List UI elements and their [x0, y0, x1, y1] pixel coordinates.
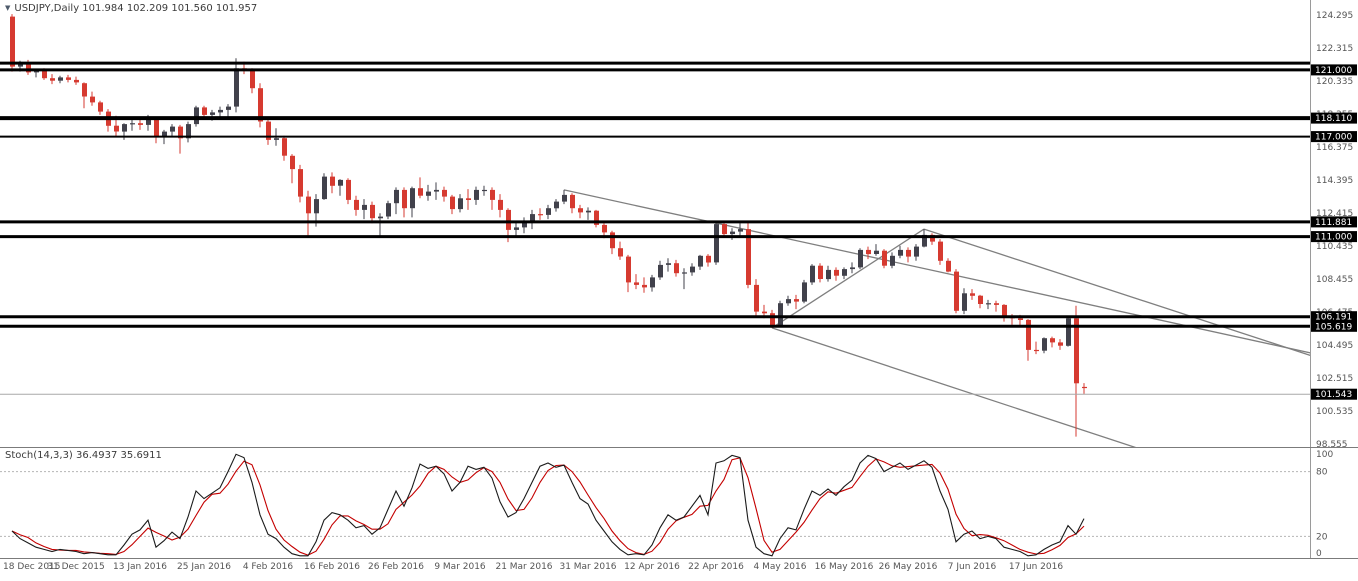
svg-text:104.495: 104.495	[1316, 341, 1353, 351]
stoch-indicator-title: Stoch(14,3,3) 36.4937 35.6911	[5, 450, 162, 461]
svg-text:31 Mar 2016: 31 Mar 2016	[559, 562, 616, 572]
svg-text:108.455: 108.455	[1316, 275, 1353, 285]
svg-text:101.543: 101.543	[1315, 390, 1352, 400]
trend-lines[interactable]	[563, 189, 1324, 452]
svg-text:4 May 2016: 4 May 2016	[754, 562, 807, 572]
price-line-labels: 121.000 118.110 117.000 111.881 111.000 106.1…	[1311, 64, 1357, 400]
svg-text:121.000: 121.000	[1315, 66, 1352, 76]
svg-text:116.375: 116.375	[1316, 143, 1353, 153]
svg-text:25 Jan 2016: 25 Jan 2016	[177, 562, 231, 572]
svg-text:110.435: 110.435	[1316, 242, 1353, 252]
svg-text:98.555: 98.555	[1316, 440, 1348, 450]
svg-text:106.191: 106.191	[1315, 313, 1352, 323]
svg-text:102.515: 102.515	[1316, 374, 1353, 384]
svg-text:31 Dec 2015: 31 Dec 2015	[47, 562, 105, 572]
candles-layer	[10, 14, 1087, 437]
svg-text:122.315: 122.315	[1316, 44, 1353, 54]
svg-text:26 Feb 2016: 26 Feb 2016	[368, 562, 424, 572]
svg-text:26 May 2016: 26 May 2016	[879, 562, 938, 572]
svg-text:12 Apr 2016: 12 Apr 2016	[624, 562, 680, 572]
svg-text:9 Mar 2016: 9 Mar 2016	[434, 562, 486, 572]
svg-text:16 May 2016: 16 May 2016	[815, 562, 874, 572]
stochastic-panel: 100 80 20 0	[0, 450, 1333, 559]
svg-text:20: 20	[1316, 532, 1328, 542]
stoch-main-line	[11, 453, 1085, 557]
svg-text:105.619: 105.619	[1315, 322, 1352, 332]
svg-text:0: 0	[1316, 549, 1322, 559]
svg-text:111.000: 111.000	[1315, 233, 1352, 243]
svg-text:16 Feb 2016: 16 Feb 2016	[304, 562, 360, 572]
svg-text:100: 100	[1316, 450, 1333, 460]
svg-text:4 Feb 2016: 4 Feb 2016	[243, 562, 294, 572]
chart-title: ▼ USDJPY,Daily 101.984 102.209 101.560 1…	[5, 3, 257, 14]
svg-text:100.535: 100.535	[1316, 407, 1353, 417]
svg-text:111.881: 111.881	[1315, 218, 1352, 228]
stoch-signal-line	[11, 457, 1085, 556]
svg-text:22 Apr 2016: 22 Apr 2016	[688, 562, 744, 572]
svg-text:118.110: 118.110	[1315, 114, 1352, 124]
svg-text:7 Jun 2016: 7 Jun 2016	[948, 562, 997, 572]
svg-text:124.295: 124.295	[1316, 11, 1353, 21]
svg-text:114.395: 114.395	[1316, 176, 1353, 186]
price-axis-ticks: 124.295122.315120.335118.355116.375114.3…	[1316, 11, 1353, 450]
support-resistance-lines[interactable]	[0, 61, 1310, 395]
svg-text:112.415: 112.415	[1316, 209, 1353, 219]
svg-text:18 Dec 2015: 18 Dec 2015	[3, 562, 61, 572]
symbol-marker-icon: ▼	[5, 4, 11, 12]
svg-text:120.335: 120.335	[1316, 77, 1353, 87]
svg-text:117.000: 117.000	[1315, 133, 1352, 143]
panel-borders	[0, 0, 1358, 559]
chart-title-text: USDJPY,Daily 101.984 102.209 101.560 101…	[14, 3, 258, 14]
svg-text:21 Mar 2016: 21 Mar 2016	[495, 562, 552, 572]
svg-text:17 Jun 2016: 17 Jun 2016	[1009, 562, 1063, 572]
svg-text:80: 80	[1316, 468, 1328, 478]
svg-text:13 Jan 2016: 13 Jan 2016	[113, 562, 167, 572]
